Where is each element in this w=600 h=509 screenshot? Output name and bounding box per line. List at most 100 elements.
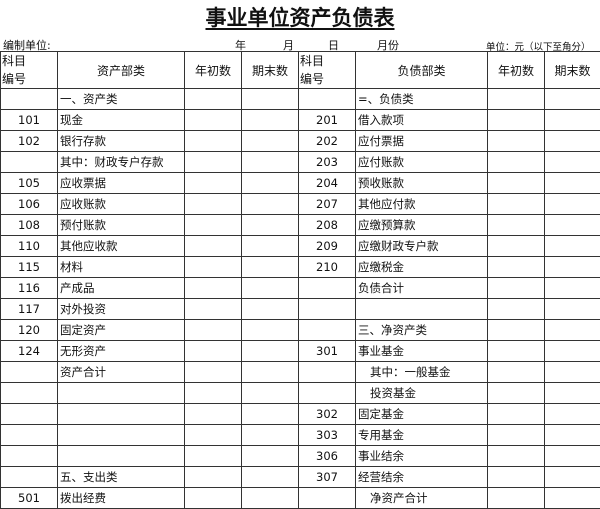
right-end-value[interactable] [545, 299, 600, 320]
right-end-value[interactable] [545, 446, 600, 467]
left-begin-value[interactable] [185, 131, 242, 152]
left-begin-value[interactable] [185, 362, 242, 383]
right-begin-value[interactable] [488, 278, 545, 299]
right-end-value[interactable] [545, 215, 600, 236]
right-end-value[interactable] [545, 257, 600, 278]
left-begin-value[interactable] [185, 404, 242, 425]
right-end-value[interactable] [545, 110, 600, 131]
left-end-value[interactable] [242, 320, 299, 341]
right-end-value[interactable] [545, 425, 600, 446]
right-begin-value[interactable] [488, 173, 545, 194]
left-end-value[interactable] [242, 425, 299, 446]
right-begin-value[interactable] [488, 320, 545, 341]
left-begin-value[interactable] [185, 215, 242, 236]
left-end-value[interactable] [242, 362, 299, 383]
left-code: 124 [1, 341, 58, 362]
right-end-value[interactable] [545, 131, 600, 152]
left-end-value[interactable] [242, 173, 299, 194]
left-begin-value[interactable] [185, 341, 242, 362]
left-code: 501 [1, 488, 58, 509]
left-code [1, 89, 58, 110]
right-begin-value[interactable] [488, 110, 545, 131]
right-end-value[interactable] [545, 173, 600, 194]
left-name: 现金 [58, 110, 185, 131]
left-end-value[interactable] [242, 383, 299, 404]
right-end-value[interactable] [545, 362, 600, 383]
right-begin-value[interactable] [488, 362, 545, 383]
right-end-value[interactable] [545, 341, 600, 362]
left-end-value[interactable] [242, 467, 299, 488]
left-begin-value[interactable] [185, 467, 242, 488]
right-end-value[interactable] [545, 278, 600, 299]
right-end-value[interactable] [545, 488, 600, 509]
right-end-value[interactable] [545, 236, 600, 257]
left-begin-value[interactable] [185, 257, 242, 278]
right-begin-value[interactable] [488, 257, 545, 278]
left-end-value[interactable] [242, 152, 299, 173]
left-begin-value[interactable] [185, 446, 242, 467]
right-begin-value[interactable] [488, 341, 545, 362]
right-end-value[interactable] [545, 467, 600, 488]
left-begin-value[interactable] [185, 488, 242, 509]
right-begin-value[interactable] [488, 215, 545, 236]
right-name: 应缴预算款 [356, 215, 488, 236]
right-begin-value[interactable] [488, 131, 545, 152]
left-end-value[interactable] [242, 278, 299, 299]
left-begin-value[interactable] [185, 299, 242, 320]
left-end-value[interactable] [242, 89, 299, 110]
left-begin-value[interactable] [185, 278, 242, 299]
right-begin-value[interactable] [488, 194, 545, 215]
right-begin-value[interactable] [488, 383, 545, 404]
right-begin-value[interactable] [488, 488, 545, 509]
left-begin-value[interactable] [185, 425, 242, 446]
left-end-value[interactable] [242, 194, 299, 215]
left-code [1, 425, 58, 446]
right-begin-value[interactable] [488, 236, 545, 257]
right-code: 301 [299, 341, 356, 362]
right-end-value[interactable] [545, 89, 600, 110]
left-begin-value[interactable] [185, 110, 242, 131]
left-end-value[interactable] [242, 488, 299, 509]
right-begin-value[interactable] [488, 467, 545, 488]
header-liabilities: 负债部类 [356, 52, 488, 89]
header-assets: 资产部类 [58, 52, 185, 89]
left-begin-value[interactable] [185, 194, 242, 215]
right-end-value[interactable] [545, 320, 600, 341]
left-name: 产成品 [58, 278, 185, 299]
right-end-value[interactable] [545, 383, 600, 404]
left-begin-value[interactable] [185, 320, 242, 341]
left-begin-value[interactable] [185, 173, 242, 194]
left-end-value[interactable] [242, 131, 299, 152]
right-end-value[interactable] [545, 404, 600, 425]
left-end-value[interactable] [242, 257, 299, 278]
right-name: 固定基金 [356, 404, 488, 425]
left-name: 银行存款 [58, 131, 185, 152]
right-begin-value[interactable] [488, 404, 545, 425]
left-end-value[interactable] [242, 404, 299, 425]
right-begin-value[interactable] [488, 446, 545, 467]
left-begin-value[interactable] [185, 89, 242, 110]
left-name: 其中：财政专户存款 [58, 152, 185, 173]
right-begin-value[interactable] [488, 89, 545, 110]
right-begin-value[interactable] [488, 425, 545, 446]
left-name [58, 404, 185, 425]
left-end-value[interactable] [242, 299, 299, 320]
right-end-value[interactable] [545, 194, 600, 215]
right-begin-value[interactable] [488, 299, 545, 320]
left-begin-value[interactable] [185, 236, 242, 257]
left-end-value[interactable] [242, 341, 299, 362]
left-end-value[interactable] [242, 236, 299, 257]
right-code [299, 89, 356, 110]
left-end-value[interactable] [242, 446, 299, 467]
left-begin-value[interactable] [185, 383, 242, 404]
left-begin-value[interactable] [185, 152, 242, 173]
header-code-right: 科目编号 [299, 52, 356, 89]
right-name [356, 299, 488, 320]
left-end-value[interactable] [242, 110, 299, 131]
right-end-value[interactable] [545, 152, 600, 173]
left-end-value[interactable] [242, 215, 299, 236]
right-begin-value[interactable] [488, 152, 545, 173]
right-code: 202 [299, 131, 356, 152]
